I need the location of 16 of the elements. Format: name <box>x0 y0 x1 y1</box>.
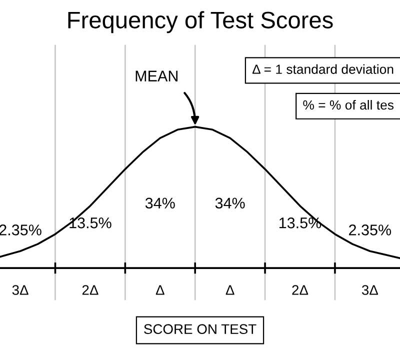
annotation: 34% <box>215 198 245 209</box>
chart-title: Frequency of Test Scores <box>68 11 333 34</box>
x-tick-label: 3Δ <box>12 285 28 295</box>
x-tick-label: Δ <box>226 285 234 295</box>
text: % = % of all tes <box>303 100 394 110</box>
x-axis-title: SCORE ON TEST <box>144 324 256 334</box>
annotation: MEAN <box>136 70 178 82</box>
annotation: 34% <box>145 198 175 209</box>
text: Δ = 1 standard deviation <box>252 64 394 74</box>
x-tick-label: 2Δ <box>82 285 98 295</box>
annotation: 13.5% <box>70 217 112 228</box>
x-tick-label: 3Δ <box>362 285 378 295</box>
x-tick-label: 2Δ <box>292 285 308 295</box>
annotation: 2.35% <box>349 224 392 236</box>
annotation: 13.5% <box>280 217 322 228</box>
x-tick-label: Δ <box>156 285 164 295</box>
